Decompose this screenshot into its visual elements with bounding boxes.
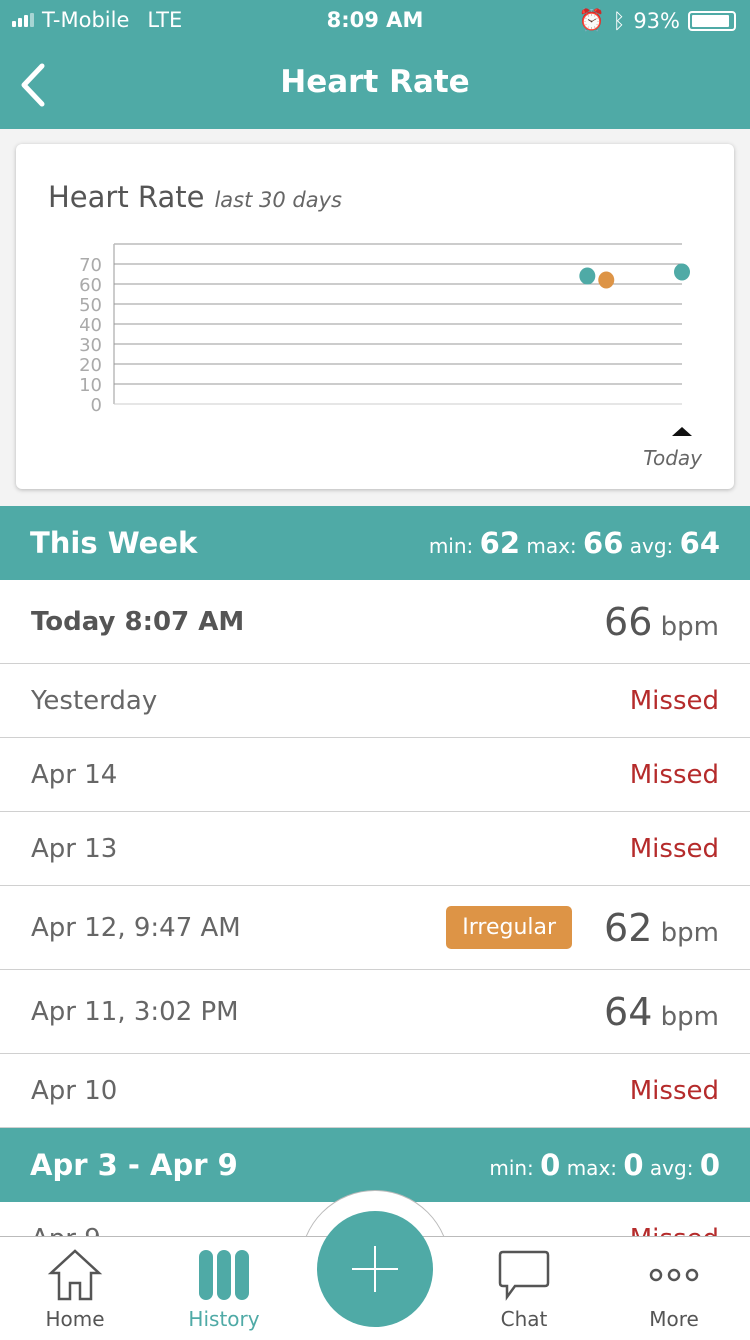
reading-date: Apr 11, 3:02 PM [31,996,239,1027]
carrier: T-Mobile [42,8,130,32]
week-stats: min: 0 max: 0 avg: 0 [489,1148,720,1182]
alarm-icon: ⏰ [578,8,605,32]
bpm-value: 62 bpm [604,905,719,950]
network: LTE [147,8,183,32]
y-tick-label: 40 [79,315,102,336]
week-title: This Week [30,526,198,560]
week-header: Apr 3 - Apr 9 min: 0 max: 0 avg: 0 [0,1128,750,1202]
week-title: Apr 3 - Apr 9 [30,1148,238,1182]
header: T-Mobile LTE 8:09 AM ⏰ ᛒ 93% Heart Rate [0,0,750,129]
plus-icon [352,1246,398,1292]
missed-status: Missed [629,759,719,790]
reading-row[interactable]: Apr 14 Missed [0,738,750,812]
chart-title: Heart Rate [48,180,205,214]
today-label: Today [643,446,703,470]
reading-row[interactable]: Apr 12, 9:47 AM Irregular 62 bpm [0,886,750,970]
status-bar: T-Mobile LTE 8:09 AM ⏰ ᛒ 93% [0,0,750,40]
tab-home[interactable]: Home [15,1249,135,1331]
reading-row[interactable]: Apr 13 Missed [0,812,750,886]
y-tick-label: 30 [79,335,102,356]
tab-chat[interactable]: Chat [464,1249,584,1331]
reading-date: Apr 14 [31,759,118,790]
reading-row[interactable]: Today 8:07 AM 66 bpm [0,580,750,664]
week-stats: min: 62 max: 66 avg: 64 [428,526,720,560]
y-tick-label: 60 [79,275,102,296]
tab-label: Home [45,1307,105,1331]
tab-more[interactable]: More [614,1249,734,1331]
missed-status: Missed [629,1075,719,1106]
missed-status: Missed [629,685,719,716]
tab-history[interactable]: History [164,1249,284,1331]
bluetooth-icon: ᛒ [612,8,626,33]
y-tick-label: 50 [79,295,102,316]
reading-date: Apr 10 [31,1075,118,1106]
chart-subtitle: last 30 days [214,188,342,212]
battery-percent: 93% [633,8,680,33]
irregular-badge: Irregular [446,906,573,949]
home-icon [47,1249,103,1301]
history-icon [199,1250,249,1300]
tab-label: More [649,1307,699,1331]
missed-status: Missed [629,833,719,864]
data-point [579,267,596,285]
back-button[interactable] [18,62,58,108]
data-point [598,271,615,289]
reading-date: Apr 13 [31,833,118,864]
add-reading-button[interactable] [317,1211,433,1327]
tab-label: History [188,1307,260,1331]
heart-rate-chart-card: 0 10 20 30 40 50 60 70 Today Heart Rate last 30 d… [16,144,734,489]
reading-row[interactable]: Yesterday Missed [0,664,750,738]
more-icon [649,1268,699,1282]
battery-icon [688,10,736,31]
bpm-value: 64 bpm [604,989,719,1034]
signal-icon [12,13,34,27]
week-header: This Week min: 62 max: 66 avg: 64 [0,506,750,580]
page-title: Heart Rate [280,64,470,100]
chat-icon [498,1250,550,1301]
bpm-value: 66 bpm [604,599,719,644]
y-tick-label: 0 [91,395,102,416]
data-point [674,263,690,281]
today-marker-icon [672,427,692,436]
y-tick-label: 10 [79,375,102,396]
reading-row[interactable]: Apr 11, 3:02 PM 64 bpm [0,970,750,1054]
reading-date: Yesterday [31,685,158,716]
reading-row[interactable]: Apr 10 Missed [0,1054,750,1128]
reading-date: Today 8:07 AM [31,606,245,637]
clock: 8:09 AM [326,8,424,32]
y-tick-label: 70 [79,255,102,276]
reading-date: Apr 12, 9:47 AM [31,912,241,943]
tab-label: Chat [500,1307,548,1331]
y-tick-label: 20 [79,355,102,376]
